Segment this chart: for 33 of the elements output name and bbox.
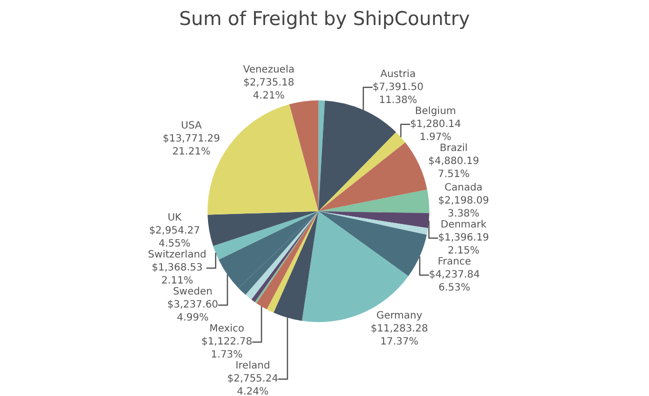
data-label: $1,368.53 2.11% — [152, 262, 203, 287]
pie-slice — [318, 190, 430, 214]
slice-label: Germany — [376, 310, 422, 322]
slice-label: Mexico — [209, 324, 244, 335]
pie-slice — [318, 211, 428, 235]
data-label: $2,954.27 4.55% — [149, 226, 200, 250]
slice-label: UK — [168, 212, 182, 224]
chart-title: Sum of Freight by ShipCountry — [179, 8, 470, 30]
slice-label: Ireland — [235, 360, 270, 372]
data-label: $1,280.14 1.97% — [410, 118, 461, 143]
slice-label: Brazil — [440, 142, 468, 154]
data-label: $1,396.19 2.15% — [438, 232, 490, 257]
data-label: $2,755.24 4.24% — [227, 374, 278, 396]
slice-label: Switzerland — [148, 250, 206, 261]
data-label: $4,880.19 7.51% — [428, 156, 480, 180]
data-label: $2,735.18 4.21% — [243, 78, 294, 102]
slice-label: Denmark — [440, 220, 487, 231]
data-label: $11,283.28 17.37% — [370, 324, 428, 348]
slice-label: Venezuela — [243, 64, 294, 76]
data-label: $4,237.84 6.53% — [428, 270, 480, 294]
data-label: $3,237.60 4.99% — [167, 300, 218, 324]
slice-label: Sweden — [172, 286, 212, 298]
slice-label: USA — [181, 120, 202, 132]
slice-label: Canada — [444, 182, 483, 194]
pie-slice — [213, 211, 318, 260]
pie-slice — [318, 132, 406, 212]
data-label: $13,771.29 21.21% — [162, 133, 220, 158]
slice-label: Belgium — [415, 106, 456, 117]
data-label: $1,122.78 1.73% — [201, 336, 252, 361]
slice-label: France — [438, 256, 472, 268]
data-label: $2,198.09 3.38% — [438, 196, 489, 220]
data-label: $7,391.50 11.38% — [372, 82, 424, 106]
slice-label: Austria — [380, 68, 416, 80]
